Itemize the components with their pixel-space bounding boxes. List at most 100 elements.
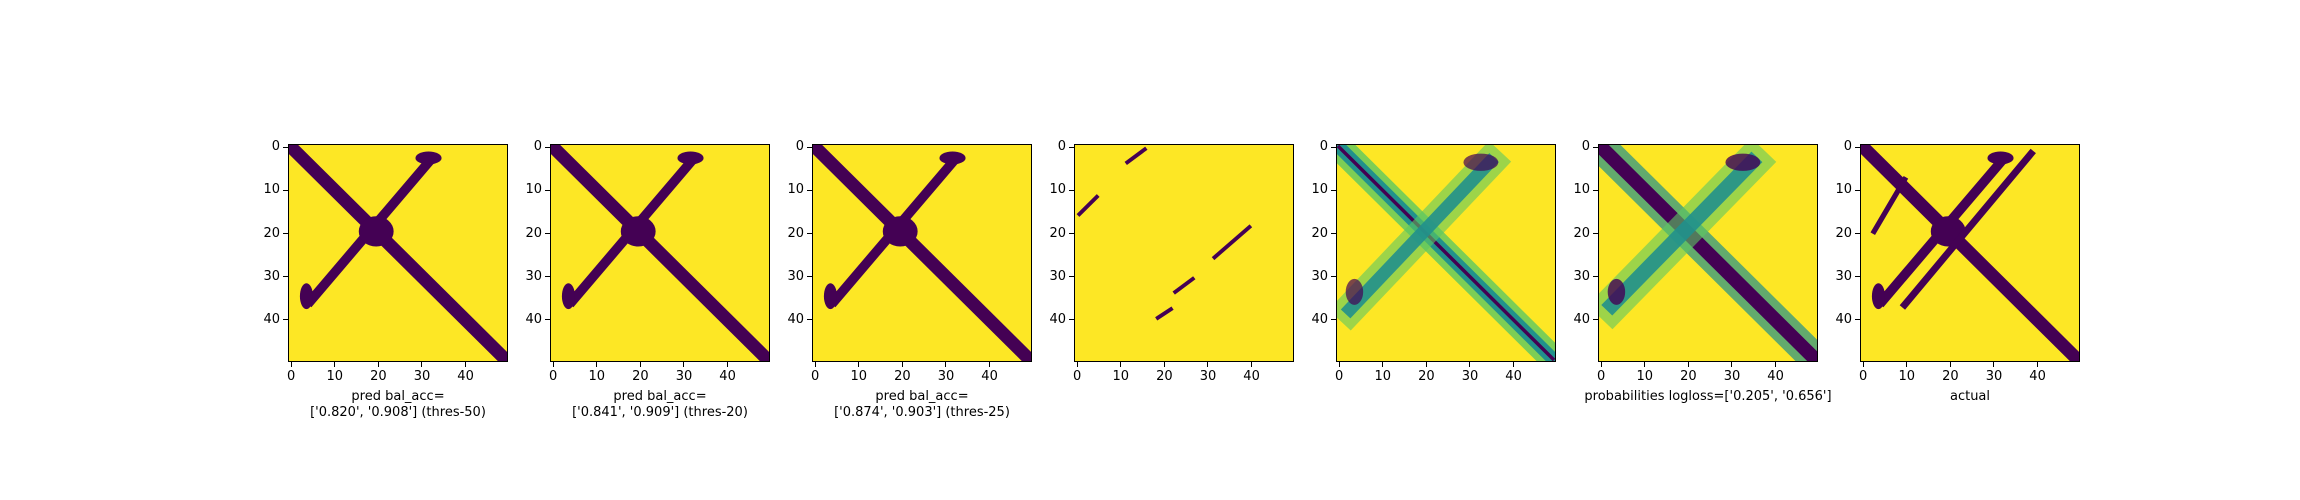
- x-tick-mark: [1644, 362, 1646, 367]
- x-tick-mark: [858, 362, 860, 367]
- upper-right-blob: [1725, 153, 1761, 171]
- x-tick-mark: [1338, 362, 1340, 367]
- main-diagonal-band: [1861, 145, 2079, 361]
- x-tick-label: 30: [413, 369, 431, 384]
- x-axis-label-line: pred bal_acc=: [875, 389, 969, 404]
- y-tick-mark: [545, 319, 550, 321]
- center-blob: [882, 216, 918, 247]
- x-axis-label-line: ['0.841', '0.909'] (thres-20): [572, 405, 748, 420]
- y-tick-mark: [545, 189, 550, 191]
- x-tick-label: 20: [370, 369, 387, 384]
- x-tick-label: 20: [1418, 369, 1435, 384]
- y-tick-mark: [1593, 233, 1598, 235]
- x-tick-label: 0: [1073, 369, 1082, 384]
- x-tick-label: 0: [287, 369, 296, 384]
- x-axis-label-line: ['0.874', '0.903'] (thres-25): [834, 405, 1010, 420]
- y-tick-mark: [1855, 146, 1860, 148]
- heatmap-image: [1861, 145, 2079, 361]
- y-tick-label: 0: [1057, 139, 1066, 155]
- x-tick-mark: [1731, 362, 1733, 367]
- y-tick-mark: [545, 146, 550, 148]
- diagonal-segment-c: [1211, 224, 1253, 261]
- y-tick-mark: [1855, 189, 1860, 191]
- y-tick-mark: [1069, 319, 1074, 321]
- y-tick-mark: [1593, 189, 1598, 191]
- x-tick-label: 30: [937, 369, 955, 384]
- y-tick-label: 40: [263, 311, 280, 327]
- y-tick-mark: [283, 146, 288, 148]
- lower-left-blob: [1871, 283, 1885, 310]
- y-tick-label: 10: [787, 182, 804, 198]
- upper-right-blob: [1463, 153, 1499, 171]
- x-tick-label: 40: [1767, 369, 1784, 384]
- x-tick-mark: [421, 362, 423, 367]
- y-tick-label: 20: [787, 225, 804, 241]
- y-tick-label: 30: [525, 268, 542, 284]
- x-axis-label-line: pred bal_acc=: [351, 389, 445, 404]
- y-tick-label: 0: [533, 139, 542, 155]
- y-tick-label: 0: [1843, 139, 1852, 155]
- x-tick-mark: [1993, 362, 1995, 367]
- x-tick-label: 30: [1985, 369, 2003, 384]
- y-tick-label: 20: [1311, 225, 1328, 241]
- x-tick-mark: [596, 362, 598, 367]
- main-diagonal-band: [551, 145, 769, 361]
- heatmap-image: [1076, 146, 1253, 321]
- lower-left-blob: [1607, 278, 1626, 305]
- y-tick-label: 30: [1311, 268, 1328, 284]
- y-tick-mark: [807, 233, 812, 235]
- y-tick-mark: [1593, 319, 1598, 321]
- x-tick-mark: [1163, 362, 1165, 367]
- x-tick-label: 20: [1942, 369, 1959, 384]
- x-tick-mark: [901, 362, 903, 367]
- heatmap-plot-area: [1336, 144, 1556, 362]
- lower-left-blob: [823, 283, 837, 310]
- lower-left-blob: [561, 283, 575, 310]
- x-tick-mark: [334, 362, 336, 367]
- x-tick-label: 10: [1898, 369, 1916, 384]
- y-tick-label: 40: [787, 311, 804, 327]
- x-axis-label: actual: [1750, 389, 2190, 405]
- y-tick-mark: [1855, 319, 1860, 321]
- x-tick-mark: [1425, 362, 1427, 367]
- x-tick-label: 0: [549, 369, 558, 384]
- diagonal-segment-e: [1155, 306, 1174, 321]
- y-tick-mark: [1331, 146, 1336, 148]
- x-tick-mark: [1687, 362, 1689, 367]
- y-tick-label: 40: [1573, 311, 1590, 327]
- x-tick-label: 10: [588, 369, 606, 384]
- y-tick-mark: [1331, 276, 1336, 278]
- x-tick-mark: [945, 362, 947, 367]
- x-tick-label: 20: [894, 369, 911, 384]
- secondary-anti-diagonal: [1899, 148, 2036, 310]
- x-tick-label: 30: [1723, 369, 1741, 384]
- y-tick-mark: [1593, 276, 1598, 278]
- x-tick-label: 0: [1859, 369, 1868, 384]
- y-tick-label: 30: [1049, 268, 1066, 284]
- main-diagonal-band: [813, 145, 1031, 361]
- y-tick-mark: [545, 276, 550, 278]
- y-tick-label: 10: [525, 182, 542, 198]
- x-tick-label: 30: [675, 369, 693, 384]
- y-tick-mark: [807, 189, 812, 191]
- y-tick-label: 40: [1049, 311, 1066, 327]
- center-blob: [358, 216, 394, 247]
- x-tick-label: 30: [1461, 369, 1479, 384]
- x-axis-label: pred bal_acc= ['0.841', '0.909'] (thres-2…: [440, 389, 880, 421]
- y-tick-mark: [1855, 233, 1860, 235]
- heatmap-plot-area: [550, 144, 770, 362]
- y-tick-mark: [1069, 146, 1074, 148]
- y-tick-mark: [283, 276, 288, 278]
- x-tick-mark: [1251, 362, 1253, 367]
- left-fragment: [1870, 176, 1909, 235]
- y-tick-mark: [1593, 146, 1598, 148]
- y-tick-label: 10: [1835, 182, 1852, 198]
- x-tick-mark: [1513, 362, 1515, 367]
- x-tick-mark: [1600, 362, 1602, 367]
- y-tick-label: 0: [1581, 139, 1590, 155]
- y-tick-label: 30: [263, 268, 280, 284]
- x-tick-label: 10: [1374, 369, 1392, 384]
- x-tick-label: 20: [1680, 369, 1697, 384]
- x-tick-mark: [814, 362, 816, 367]
- upper-right-blob: [677, 151, 704, 165]
